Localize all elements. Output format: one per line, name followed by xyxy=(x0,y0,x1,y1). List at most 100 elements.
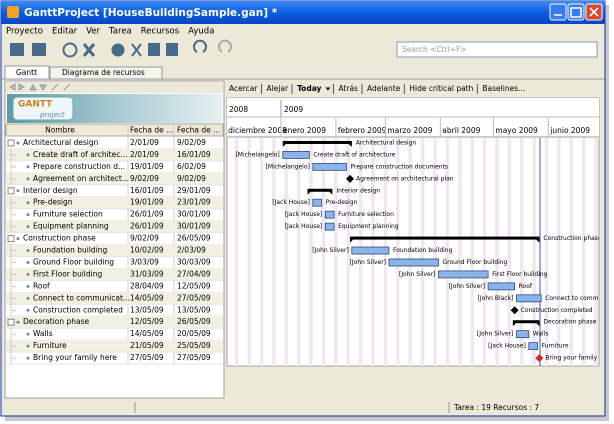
bar-label: Decoration phase xyxy=(543,319,596,326)
task-name[interactable]: Furniture selection xyxy=(33,210,103,219)
task-name[interactable]: Create draft of architec... xyxy=(33,150,128,159)
window-title: GanttProject [HouseBuildingSample.gan] * xyxy=(24,7,278,19)
weekend-stripe xyxy=(495,138,499,366)
month-label: abril 2009 xyxy=(442,126,480,135)
task-bar[interactable] xyxy=(438,270,489,279)
menu-item[interactable]: Tarea xyxy=(108,27,132,37)
tab-resources[interactable] xyxy=(49,66,163,80)
task-start: 31/03/09 xyxy=(130,269,164,278)
delete-icon[interactable] xyxy=(82,43,96,57)
task-bar[interactable] xyxy=(528,342,539,351)
gantt-toolbar-item[interactable]: Atrás xyxy=(338,84,358,93)
month-label: febrero 2009 xyxy=(338,126,387,135)
task-name[interactable]: Roof xyxy=(33,281,50,290)
task-end: 6/02/09 xyxy=(177,162,206,171)
task-bar[interactable] xyxy=(324,222,335,231)
paste-icon[interactable] xyxy=(166,43,178,56)
bar-label: Prepare construction documents xyxy=(350,163,448,170)
weekend-stripe xyxy=(284,138,289,366)
task-end: 9/02/09 xyxy=(177,138,206,147)
task-name[interactable]: Walls xyxy=(33,329,53,338)
redo-icon[interactable] xyxy=(218,39,232,53)
new-icon[interactable] xyxy=(10,43,24,56)
menu-item[interactable]: Editar xyxy=(52,27,78,37)
task-bar[interactable] xyxy=(312,162,347,171)
task-name[interactable]: Construction completed xyxy=(33,305,123,314)
copy-icon[interactable] xyxy=(148,43,160,56)
task-bar[interactable] xyxy=(312,198,323,207)
task-end: 23/01/09 xyxy=(177,198,211,207)
task-name[interactable]: Agreement on architect... xyxy=(33,174,129,183)
task-name[interactable]: Pre-design xyxy=(33,198,73,207)
column-header[interactable]: Nombre xyxy=(45,126,75,135)
menu-item[interactable]: Ver xyxy=(86,27,100,37)
tab-gantt[interactable] xyxy=(4,65,50,80)
tree-node xyxy=(26,356,30,360)
month-label: mayo 2009 xyxy=(495,126,538,135)
task-bar[interactable] xyxy=(388,258,439,267)
column-header[interactable]: Fecha de ... xyxy=(130,126,173,135)
weekend-stripe xyxy=(346,138,351,366)
column-header[interactable]: Fecha de ... xyxy=(177,126,220,135)
task-name[interactable]: Foundation building xyxy=(33,246,108,255)
expand-toggle[interactable] xyxy=(7,318,15,326)
expand-toggle[interactable] xyxy=(7,187,15,195)
task-bar[interactable] xyxy=(487,282,516,291)
cut-icon[interactable] xyxy=(131,43,142,57)
task-name[interactable]: First Floor building xyxy=(33,269,102,278)
gantt-toolbar-item[interactable]: Acercar xyxy=(229,84,258,93)
task-name[interactable]: Architectural design xyxy=(23,138,99,147)
tree-node xyxy=(26,260,30,264)
bar-label: Walls xyxy=(533,331,549,338)
expand-toggle[interactable] xyxy=(7,139,15,147)
task-end: 27/05/09 xyxy=(177,353,211,362)
menu-item[interactable]: Proyecto xyxy=(6,27,43,37)
task-name[interactable]: Ground Floor building xyxy=(33,257,114,266)
resource-label: [John Silver] xyxy=(349,259,386,266)
bar-label: Construction phase xyxy=(543,235,602,242)
gantt-toolbar-item[interactable]: Alejar xyxy=(266,84,289,93)
task-bar[interactable] xyxy=(324,210,335,219)
tree-node xyxy=(26,201,30,205)
task-name[interactable]: Prepare construction d... xyxy=(33,162,125,171)
task-bar[interactable] xyxy=(282,151,310,159)
info-icon[interactable] xyxy=(111,43,125,57)
task-name[interactable]: Connect to communicat... xyxy=(33,293,130,302)
clock-icon[interactable] xyxy=(62,42,78,58)
search-box[interactable] xyxy=(396,41,598,58)
gantt-toolbar-item[interactable]: Adelante xyxy=(367,84,401,93)
task-name[interactable]: Construction phase xyxy=(23,234,96,243)
task-name[interactable]: Decoration phase xyxy=(23,317,90,326)
task-start: 3/03/09 xyxy=(130,257,159,266)
tab-label[interactable]: Gantt xyxy=(16,68,37,77)
row-background xyxy=(6,316,223,329)
milestone xyxy=(346,174,355,183)
row-background xyxy=(6,340,223,353)
task-bar[interactable] xyxy=(516,294,542,303)
task-name[interactable]: Interior design xyxy=(23,186,78,195)
resource-label: [Michelangelo] xyxy=(235,151,279,158)
resource-label: [John Silver] xyxy=(449,283,486,290)
minimize-button[interactable] xyxy=(549,3,567,21)
task-bar[interactable] xyxy=(351,246,390,255)
undo-icon[interactable] xyxy=(193,39,207,53)
task-end: 26/05/09 xyxy=(177,317,211,326)
save-icon[interactable] xyxy=(32,43,46,56)
task-start: 19/01/09 xyxy=(130,162,164,171)
expand-toggle[interactable] xyxy=(7,235,15,243)
task-start: 13/05/09 xyxy=(130,305,164,314)
tree-toolbar-icons[interactable] xyxy=(9,83,71,91)
gantt-toolbar-item[interactable]: Today xyxy=(297,84,321,93)
task-bar[interactable] xyxy=(516,330,530,339)
task-start: 21/05/09 xyxy=(130,341,164,350)
menu-item[interactable]: Ayuda xyxy=(188,27,214,37)
gantt-toolbar-item[interactable]: Baselines... xyxy=(482,84,525,93)
task-name[interactable]: Bring your family here xyxy=(33,353,117,362)
tab-label[interactable]: Diagrama de recursos xyxy=(62,68,145,77)
task-name[interactable]: Equipment planning xyxy=(33,222,109,231)
menu-item[interactable]: Recursos xyxy=(141,27,180,37)
tree-node xyxy=(26,213,30,217)
gantt-toolbar-item[interactable]: Hide critical path xyxy=(409,84,473,93)
task-end: 30/01/09 xyxy=(177,222,211,231)
task-name[interactable]: Furniture xyxy=(33,341,67,350)
